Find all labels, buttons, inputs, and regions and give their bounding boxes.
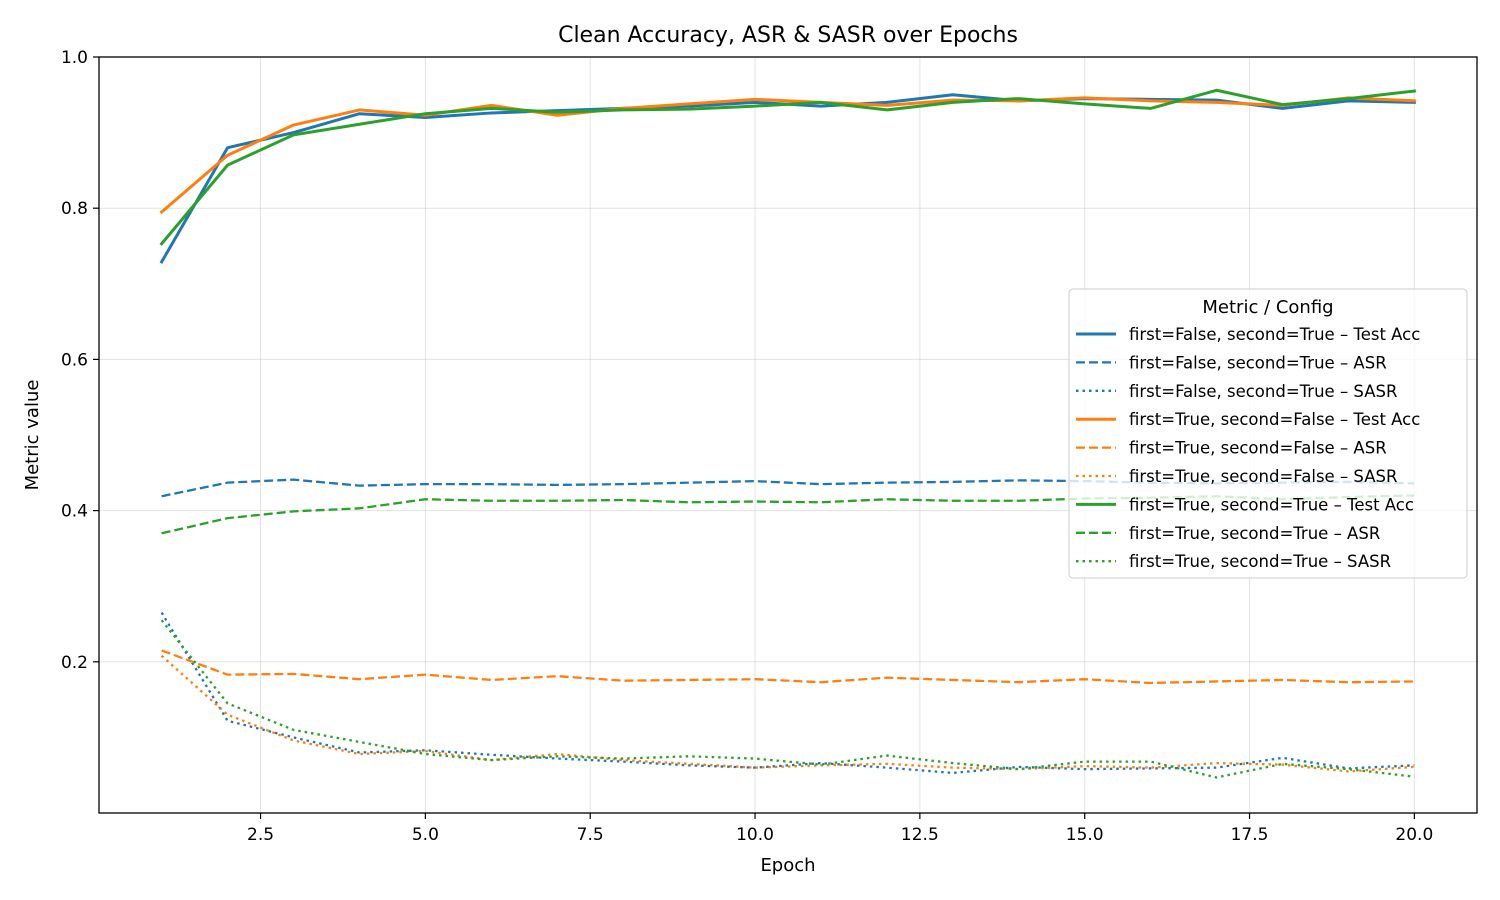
y-tick-label: 0.6 [61, 350, 88, 370]
legend-label-0: first=False, second=True – Test Acc [1129, 325, 1420, 344]
series-line-3 [159, 96, 1416, 215]
x-tick-label: 17.5 [1231, 825, 1269, 845]
chart-title: Clean Accuracy, ASR & SASR over Epochs [558, 23, 1018, 48]
legend-label-3: first=True, second=False – Test Acc [1129, 410, 1420, 429]
legend-items: first=False, second=True – Test Acc first… [1076, 325, 1420, 571]
x-tick-label: 12.5 [901, 825, 939, 845]
legend-label-7: first=True, second=True – ASR [1129, 524, 1380, 543]
y-tick-label: 0.2 [61, 653, 88, 673]
legend-label-6: first=True, second=True – Test Acc [1129, 495, 1414, 514]
series-line-4 [161, 649, 1415, 685]
y-tick-label: 0.8 [61, 199, 88, 219]
series-line-6 [159, 88, 1417, 246]
legend-box [1068, 288, 1468, 579]
legend-label-5: first=True, second=False – SASR [1129, 467, 1397, 486]
x-axis: 2.5 5.0 7.5 10.0 12.5 15.0 17.5 20.0 [247, 813, 1433, 845]
legend-label-8: first=True, second=True – SASR [1129, 552, 1391, 571]
series-line-5 [160, 654, 1415, 773]
x-tick-label: 2.5 [247, 825, 274, 845]
x-tick-label: 15.0 [1066, 825, 1104, 845]
y-tick-label: 0.4 [61, 502, 88, 522]
x-tick-label: 20.0 [1395, 825, 1433, 845]
legend-title: Metric / Config [1202, 297, 1333, 318]
series-line-8 [160, 619, 1415, 779]
legend-label-2: first=False, second=True – SASR [1129, 382, 1397, 401]
y-axis: 0.2 0.4 0.6 0.8 1.0 [61, 48, 99, 673]
x-tick-label: 7.5 [577, 825, 604, 845]
x-tick-label: 5.0 [412, 825, 439, 845]
x-tick-label: 10.0 [736, 825, 774, 845]
plot-frame [98, 56, 1478, 814]
legend-label-1: first=False, second=True – ASR [1129, 353, 1387, 372]
x-axis-label: Epoch [760, 855, 815, 876]
y-axis-label: Metric value [22, 380, 43, 491]
y-tick-label: 1.0 [61, 48, 88, 68]
legend: Metric / Config first=False, second=True… [1068, 288, 1468, 579]
legend-label-4: first=True, second=False – ASR [1129, 439, 1387, 458]
